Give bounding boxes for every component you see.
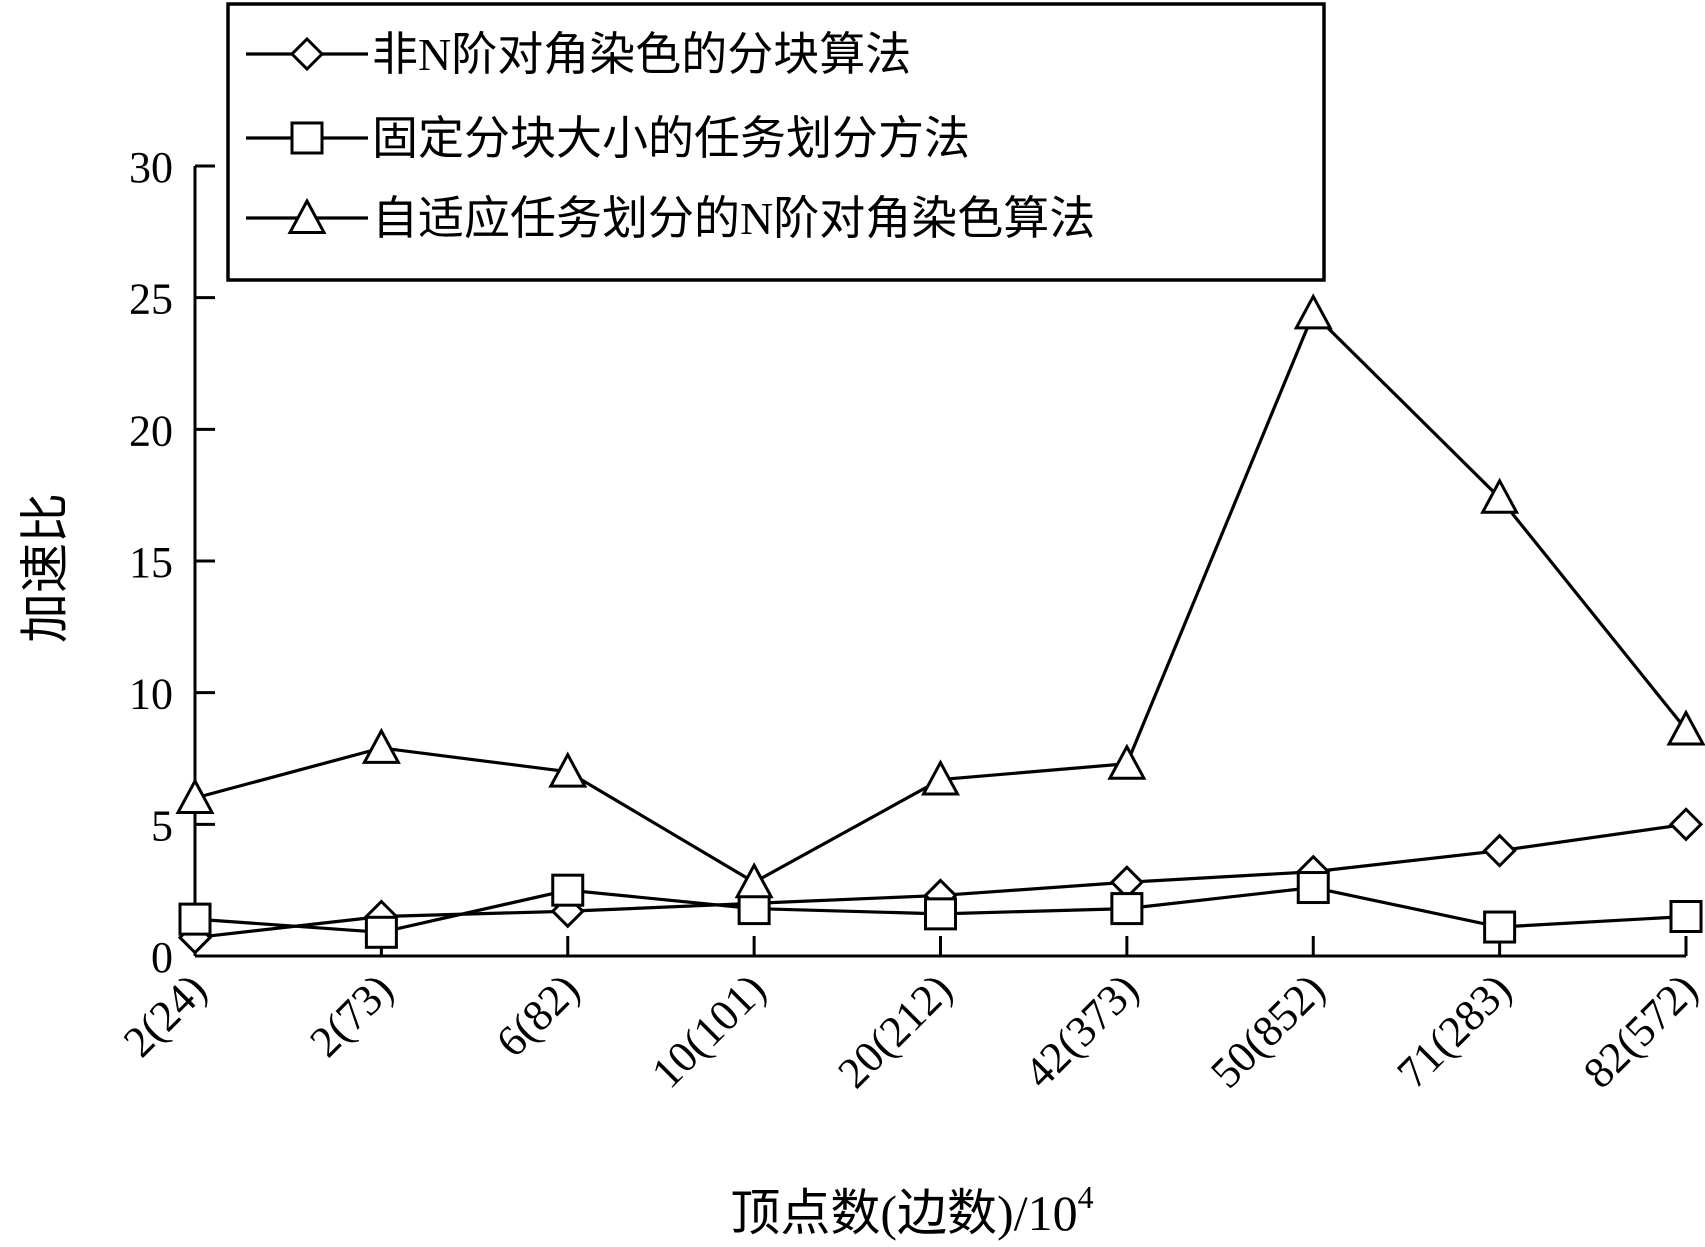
x-tick-label: 50(852) xyxy=(1201,964,1334,1097)
data-point-triangle xyxy=(1480,477,1520,514)
x-tick-label: 10(101) xyxy=(642,964,775,1097)
legend-label: 自适应任务划分的N阶对角染色算法 xyxy=(372,193,1095,244)
data-point-triangle xyxy=(734,862,774,899)
data-point-square xyxy=(178,902,212,936)
y-tick-label: 20 xyxy=(129,406,173,455)
series-triangle xyxy=(175,293,1705,899)
y-tick-label: 0 xyxy=(151,933,173,982)
x-tick-label: 71(283) xyxy=(1388,964,1521,1097)
x-tick-label: 2(73) xyxy=(300,964,402,1066)
legend-box xyxy=(226,2,1326,282)
data-point-square xyxy=(1669,900,1703,933)
y-tick-label: 25 xyxy=(129,275,173,324)
legend-marker-square xyxy=(290,121,324,155)
legend-entry: 自适应任务划分的N阶对角染色算法 xyxy=(246,193,1095,244)
legend-label: 固定分块大小的任务划分方法 xyxy=(372,113,970,164)
legend-entry: 非N阶对角染色的分块算法 xyxy=(246,29,911,80)
data-point-diamond xyxy=(1482,833,1517,868)
x-axis-label-exponent: 4 xyxy=(1078,1179,1094,1215)
data-point-triangle xyxy=(361,727,401,764)
y-tick-label: 5 xyxy=(151,801,173,850)
data-point-triangle xyxy=(548,751,588,788)
series-square xyxy=(178,871,1703,949)
data-point-diamond xyxy=(1668,807,1704,842)
legend-label: 非N阶对角染色的分块算法 xyxy=(372,29,911,80)
y-tick-label: 10 xyxy=(129,670,173,719)
x-axis-label-text: 顶点数(边数)/10 xyxy=(730,1185,1077,1241)
data-point-triangle xyxy=(175,777,215,814)
data-point-square xyxy=(364,915,398,949)
series-diamond xyxy=(177,807,1704,955)
data-point-square xyxy=(924,897,957,931)
x-axis-label: 顶点数(边数)/104 xyxy=(730,1179,1093,1241)
data-point-square xyxy=(551,873,585,907)
data-point-square xyxy=(1110,892,1144,926)
y-axis-label: 加速比 xyxy=(17,493,73,643)
x-tick-label: 82(572) xyxy=(1574,964,1705,1097)
data-point-triangle xyxy=(1666,709,1705,746)
data-point-triangle xyxy=(1107,743,1147,780)
data-point-square xyxy=(1483,910,1517,944)
y-tick-label: 30 xyxy=(129,143,173,192)
data-point-square xyxy=(1296,871,1330,905)
legend-marker-diamond xyxy=(289,36,325,72)
data-point-triangle xyxy=(920,759,961,796)
x-tick-label: 6(82) xyxy=(487,964,589,1066)
data-point-triangle xyxy=(1293,293,1333,330)
y-tick-labels: 0 5 10 15 20 25 30 xyxy=(129,143,173,982)
x-tick-label: 42(373) xyxy=(1015,964,1148,1097)
legend-marker-triangle xyxy=(287,197,327,234)
legend: 非N阶对角染色的分块算法固定分块大小的任务划分方法自适应任务划分的N阶对角染色算… xyxy=(226,2,1326,282)
series-layer xyxy=(175,293,1705,955)
x-tick-label: 20(212) xyxy=(828,964,961,1097)
legend-entry: 固定分块大小的任务划分方法 xyxy=(246,113,970,164)
x-tick-labels: 2(24) 2(73) 6(82) 10(101) 20(212) 42(373) 50(8… xyxy=(114,964,1705,1097)
series-line xyxy=(194,310,1688,885)
axes xyxy=(193,164,1688,958)
y-tick-label: 15 xyxy=(129,538,173,587)
